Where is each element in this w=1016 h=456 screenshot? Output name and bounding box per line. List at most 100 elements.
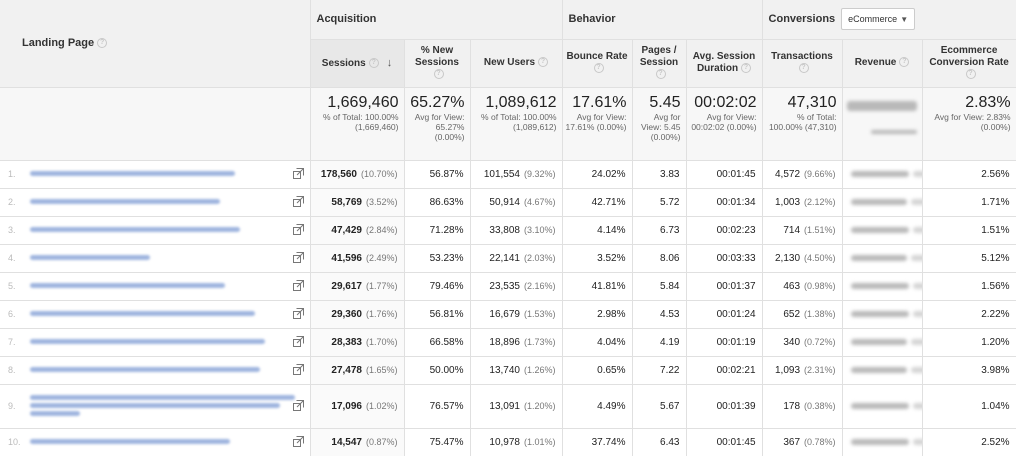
table-row: 9. 17,096 (1.02%) 76.57% 13,091 (1.20%) 4.49% 5… <box>0 384 1016 429</box>
open-page-icon[interactable] <box>292 336 304 347</box>
landing-page-link[interactable] <box>30 437 230 448</box>
col-new-users[interactable]: New Users? <box>470 39 563 88</box>
transactions-pct: (2.12%) <box>804 196 836 207</box>
open-page-icon[interactable] <box>292 364 304 375</box>
help-icon[interactable]: ? <box>538 57 549 68</box>
transactions-value: 1,003 <box>774 196 801 208</box>
total-bounce-rate-sub: Avg for View: 17.61% (0.00%) <box>565 111 627 132</box>
revenue-cell <box>842 160 923 189</box>
col-bounce-rate[interactable]: Bounce Rate? <box>562 39 633 88</box>
sort-down-arrow-icon[interactable]: ↓ <box>386 56 393 69</box>
open-page-icon[interactable] <box>292 436 304 447</box>
transactions-value: 178 <box>783 400 801 412</box>
help-icon[interactable]: ? <box>798 63 809 74</box>
new-sessions-cell: 75.47% <box>404 428 471 456</box>
total-new-sessions: 65.27% Avg for View: 65.27% (0.00%) <box>404 87 471 161</box>
conversions-group-header: Conversions eCommerce ▼ <box>762 0 1016 40</box>
pages-session-cell: 6.73 <box>632 216 687 245</box>
landing-page-cell[interactable]: 1. <box>0 160 311 189</box>
open-page-icon[interactable] <box>292 308 304 319</box>
transactions-cell: 652 (1.38%) <box>762 300 843 329</box>
col-transactions-label: Transactions <box>771 51 833 62</box>
new-users-pct: (1.26%) <box>523 364 556 375</box>
new-users-pct: (2.03%) <box>523 252 556 263</box>
help-icon[interactable]: ? <box>368 57 379 68</box>
redacted-revenue-pct <box>910 366 922 373</box>
sessions-value: 58,769 <box>331 196 362 208</box>
landing-page-link[interactable] <box>30 225 240 236</box>
conv-rate-cell: 5.12% <box>922 244 1016 273</box>
col-pages-session[interactable]: Pages / Session? <box>632 39 687 88</box>
col-revenue[interactable]: Revenue? <box>842 39 923 88</box>
row-number: 4. <box>8 252 16 263</box>
help-icon[interactable]: ? <box>741 63 752 74</box>
redacted-revenue <box>850 438 909 445</box>
help-icon[interactable]: ? <box>965 69 976 80</box>
table-row: 1. 178,560 (10.70%) 56.87% 101,554 (9.32%) 24.… <box>0 160 1016 189</box>
sessions-pct: (0.87%) <box>365 436 398 447</box>
landing-page-cell[interactable]: 8. <box>0 356 311 385</box>
landing-page-link[interactable] <box>30 253 150 264</box>
conversion-type-dropdown[interactable]: eCommerce ▼ <box>841 8 916 31</box>
col-sessions[interactable]: Sessions? ↓ <box>310 39 405 88</box>
landing-page-cell[interactable]: 4. <box>0 244 311 273</box>
help-icon[interactable]: ? <box>593 63 604 74</box>
totals-row: 1,669,460% of Total: 100.00% (1,669,460)… <box>0 87 1016 161</box>
open-page-icon[interactable] <box>292 280 304 291</box>
col-conv-rate[interactable]: Ecommerce Conversion Rate? <box>922 39 1016 88</box>
bounce-rate-cell: 2.98% <box>562 300 633 329</box>
open-page-icon[interactable] <box>292 196 304 207</box>
landing-page-link[interactable] <box>30 337 265 348</box>
col-new-sessions[interactable]: % New Sessions? <box>404 39 471 88</box>
col-avg-duration[interactable]: Avg. Session Duration? <box>686 39 763 88</box>
landing-page-link[interactable] <box>30 394 295 416</box>
landing-page-link[interactable] <box>30 281 225 292</box>
transactions-value: 367 <box>783 436 801 448</box>
landing-page-link[interactable] <box>30 169 235 180</box>
total-transactions-sub: % of Total: 100.00% (47,310) <box>768 111 837 132</box>
landing-page-cell[interactable]: 6. <box>0 300 311 329</box>
landing-page-cell[interactable]: 7. <box>0 328 311 357</box>
help-icon[interactable]: ? <box>97 38 108 49</box>
new-sessions-cell: 76.57% <box>404 384 471 429</box>
total-new-sessions-value: 65.27% <box>410 93 465 111</box>
landing-page-link[interactable] <box>30 197 220 208</box>
sessions-cell: 28,383 (1.70%) <box>310 328 405 357</box>
open-page-icon[interactable] <box>292 168 304 179</box>
total-sessions-sub: % of Total: 100.00% (1,669,460) <box>323 111 399 132</box>
avg-duration-cell: 00:01:45 <box>686 160 763 189</box>
new-sessions-cell: 50.00% <box>404 356 471 385</box>
new-users-value: 23,535 <box>489 280 520 292</box>
landing-page-cell[interactable]: 2. <box>0 188 311 217</box>
redacted-revenue <box>850 170 909 177</box>
col-revenue-label: Revenue <box>854 57 897 68</box>
transactions-cell: 1,093 (2.31%) <box>762 356 843 385</box>
sessions-value: 41,596 <box>331 252 362 264</box>
landing-page-header[interactable]: Landing Page? <box>0 0 311 88</box>
landing-page-link[interactable] <box>30 309 255 320</box>
open-page-icon[interactable] <box>292 252 304 263</box>
landing-page-cell[interactable]: 5. <box>0 272 311 301</box>
sessions-pct: (1.70%) <box>365 336 398 347</box>
open-page-icon[interactable] <box>292 224 304 235</box>
col-transactions[interactable]: Transactions? <box>762 39 843 88</box>
landing-page-cell[interactable]: 3. <box>0 216 311 245</box>
transactions-pct: (0.78%) <box>804 436 836 447</box>
landing-page-cell[interactable]: 10. <box>0 428 311 456</box>
total-avg-duration-sub: Avg for View: 00:02:02 (0.00%) <box>691 111 757 132</box>
revenue-cell <box>842 244 923 273</box>
open-page-icon[interactable] <box>292 400 304 411</box>
help-icon[interactable]: ? <box>433 69 444 80</box>
revenue-cell <box>842 300 923 329</box>
help-icon[interactable]: ? <box>899 57 910 68</box>
table-row: 2. 58,769 (3.52%) 86.63% 50,914 (4.67%) 42.71%… <box>0 188 1016 217</box>
help-icon[interactable]: ? <box>655 69 666 80</box>
new-sessions-cell: 56.81% <box>404 300 471 329</box>
revenue-cell <box>842 356 923 385</box>
avg-duration-cell: 00:01:19 <box>686 328 763 357</box>
total-pages-session-sub: Avg for View: 5.45 (0.00%) <box>640 111 681 142</box>
landing-page-link[interactable] <box>30 365 260 376</box>
new-users-pct: (1.20%) <box>523 400 556 411</box>
landing-page-cell[interactable]: 9. <box>0 384 311 429</box>
